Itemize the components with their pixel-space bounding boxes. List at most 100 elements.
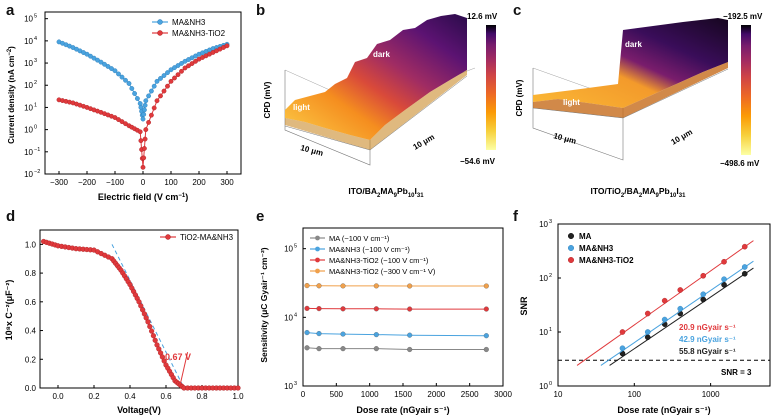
- a-data-point: [112, 68, 118, 74]
- panel-label-c: c: [513, 2, 522, 19]
- d-xtick-label: 0.8: [196, 392, 208, 401]
- a-data-point: [123, 121, 128, 127]
- d-data-point: [235, 385, 241, 391]
- afm-map-c: dark light CPD (mV) 10 μm 10 μm −192.5 m…: [515, 12, 763, 199]
- a-xtick-label: 300: [220, 178, 234, 187]
- ylabel-a: Current density (nA cm−2): [7, 46, 16, 144]
- f-data-point: [661, 297, 668, 304]
- panel-label-b: b: [256, 2, 266, 19]
- e-data-point: [340, 283, 346, 289]
- e-data-point: [407, 283, 413, 289]
- panel-label-a: a: [6, 2, 15, 19]
- d-xtick-label: 0.2: [88, 392, 100, 401]
- e-data-point: [373, 346, 379, 352]
- e-data-point: [316, 283, 322, 289]
- e-xtick-label: 500: [330, 390, 344, 399]
- f-ytick-label: 10: [539, 328, 548, 337]
- d-series-line: [43, 241, 238, 389]
- f-xtick-label: 100: [628, 390, 642, 399]
- f-data-point: [700, 296, 707, 303]
- a-ytick-exp: 5: [34, 14, 37, 20]
- f-data-point: [619, 329, 626, 335]
- e-ytick-exp: 4: [294, 312, 297, 318]
- f-legend-label: MA&NH3-TiO2: [579, 256, 634, 265]
- a-data-point: [146, 120, 152, 125]
- e-data-point: [304, 305, 310, 311]
- f-legend-marker: [568, 245, 575, 252]
- a-data-point: [109, 66, 114, 71]
- panel-label-d: d: [6, 208, 16, 225]
- f-data-point: [661, 316, 668, 323]
- a-data-point: [141, 155, 147, 161]
- a-data-point: [141, 112, 147, 117]
- e-data-point: [316, 306, 322, 312]
- e-data-point: [407, 306, 413, 312]
- zlabel-c: CPD (mV): [515, 79, 524, 116]
- cbar-top-b: 12.6 mV: [467, 12, 498, 21]
- a-data-point: [165, 83, 170, 89]
- a-data-point: [142, 102, 148, 108]
- a-data-point: [175, 63, 181, 68]
- a-xtick-label: 0: [141, 178, 146, 187]
- a-data-point: [140, 116, 146, 122]
- a-data-point: [172, 75, 177, 81]
- a-data-point: [158, 93, 163, 99]
- annotation-f-2: 42.9 nGyair s⁻¹: [679, 335, 736, 344]
- a-data-point: [143, 127, 149, 133]
- e-legend-marker: [315, 235, 320, 241]
- xlabel-e: Dose rate (nGyair s⁻¹): [356, 405, 449, 415]
- a-data-point: [146, 93, 152, 99]
- a-data-point: [98, 59, 104, 65]
- legend-a-1: MA&NH3: [172, 18, 206, 27]
- e-ytick-label: 10: [284, 382, 293, 391]
- f-data-point: [677, 305, 684, 312]
- a-data-point: [189, 61, 195, 66]
- e-xtick-label: 0: [301, 390, 306, 399]
- e-data-point: [373, 306, 379, 312]
- f-ytick-label: 10: [539, 220, 548, 229]
- a-data-point: [116, 117, 121, 122]
- scale1-b: 10 μm: [299, 143, 324, 158]
- a-data-point: [151, 105, 157, 111]
- xlabel-f: Dose rate (nGyair s⁻¹): [617, 405, 710, 415]
- e-data-point: [373, 283, 379, 289]
- chart-d: 0.0 0.0 0.2 0.2 0.4 0.4 0.6 0.6 0.8 0.8 1.0 1.0 TiO…: [4, 229, 244, 415]
- ylabel-f: SNR: [519, 296, 529, 316]
- legend-d: TiO2-MA&NH3: [180, 233, 234, 242]
- d-ytick-label: 0.0: [25, 384, 37, 393]
- legend-a-2: MA&NH3-TiO2: [172, 29, 226, 38]
- e-data-point: [340, 346, 346, 352]
- f-xtick-label: 1000: [702, 390, 720, 399]
- cbar-bottom-c: −498.6 mV: [720, 159, 760, 168]
- a-data-point: [141, 107, 147, 113]
- f-legend-marker: [568, 257, 575, 264]
- scale2-c: 10 μm: [670, 127, 695, 146]
- a-ytick-exp: −1: [34, 147, 40, 153]
- a-data-point: [165, 70, 170, 76]
- cbar-bottom-b: −54.6 mV: [460, 157, 496, 166]
- a-data-point: [161, 88, 167, 94]
- d-annotation-arrow: [179, 351, 189, 384]
- a-data-point: [141, 146, 147, 151]
- a-data-point: [179, 61, 184, 66]
- e-series-line: [306, 307, 487, 310]
- f-legend-label: MA&NH3: [579, 244, 614, 253]
- colorbar-c: [741, 25, 751, 155]
- e-data-point: [483, 283, 489, 289]
- a-ytick-exp: 3: [34, 58, 37, 64]
- a-data-point: [138, 138, 144, 144]
- e-data-point: [373, 332, 379, 338]
- a-data-point: [126, 81, 132, 86]
- e-legend-marker: [315, 246, 320, 252]
- f-data-point: [721, 276, 727, 283]
- f-ytick-exp: 3: [549, 219, 552, 225]
- f-data-point: [741, 264, 748, 270]
- a-ytick-label: 10: [24, 15, 33, 24]
- a-xtick-label: 200: [192, 178, 206, 187]
- cbar-top-c: −192.5 mV: [723, 12, 763, 21]
- a-data-point: [129, 86, 135, 91]
- e-data-point: [304, 330, 310, 336]
- d-data-point: [145, 319, 151, 325]
- a-ytick-exp: 0: [34, 125, 37, 131]
